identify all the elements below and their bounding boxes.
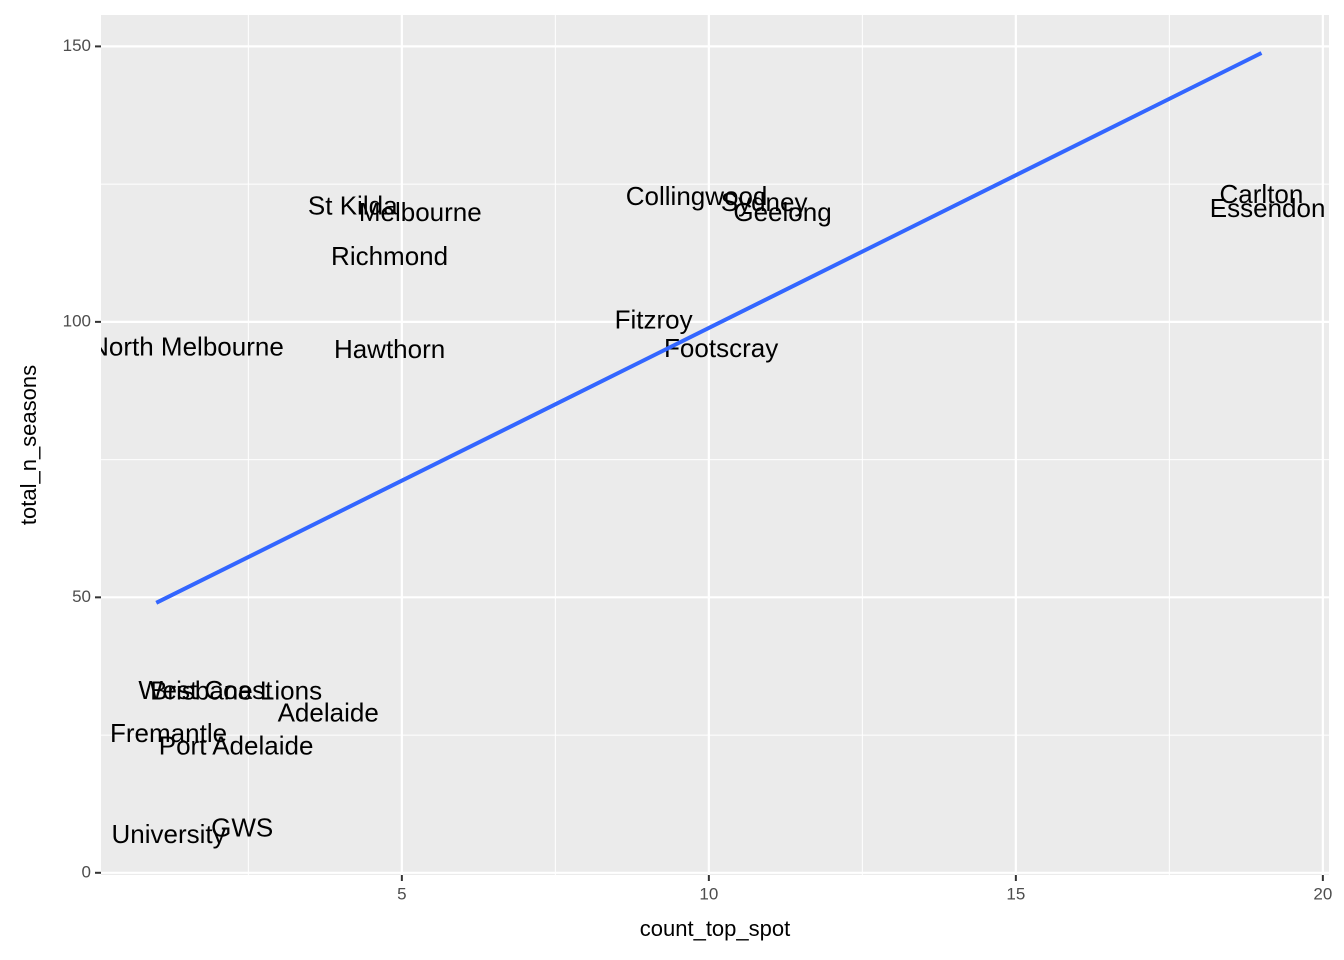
point-label: Geelong xyxy=(733,197,831,227)
point-label: GWS xyxy=(211,813,273,843)
point-label: Melbourne xyxy=(359,197,482,227)
grid xyxy=(101,15,1329,875)
point-label: Brisbane Lions xyxy=(150,676,322,706)
point-label: Sydney xyxy=(721,187,808,217)
x-tick-label: 10 xyxy=(699,884,718,903)
trend-line xyxy=(155,51,1263,605)
panel xyxy=(101,15,1329,875)
point-label: Fremantle xyxy=(110,718,227,748)
point-label: University xyxy=(111,819,225,849)
point-label: Essendon xyxy=(1210,193,1326,223)
point-label: North Melbourne xyxy=(90,332,284,362)
point-label: Carlton xyxy=(1220,179,1304,209)
point-label: Collingwood xyxy=(626,181,768,211)
point-label: Fitzroy xyxy=(615,305,693,335)
x-tick-label: 15 xyxy=(1006,884,1025,903)
axes: 5 10 15 20 0 50 100 150 xyxy=(63,36,1333,904)
y-tick-label: 50 xyxy=(72,587,91,606)
x-axis-title: count_top_spot xyxy=(640,916,790,941)
point-label: Footscray xyxy=(664,333,778,363)
point-label: St Kilda xyxy=(308,191,398,221)
point-label: West Coast xyxy=(138,675,273,705)
y-axis-title: total_n_seasons xyxy=(16,365,41,525)
point-label: Port Adelaide xyxy=(159,731,314,761)
point-label: Hawthorn xyxy=(334,334,445,364)
point-label: Adelaide xyxy=(278,698,379,728)
y-tick-label: 150 xyxy=(63,36,91,55)
y-tick-label: 100 xyxy=(63,311,91,330)
x-tick-label: 20 xyxy=(1313,884,1332,903)
y-tick-label: 0 xyxy=(82,862,91,881)
point-label: Richmond xyxy=(331,241,448,271)
x-tick-label: 5 xyxy=(397,884,406,903)
